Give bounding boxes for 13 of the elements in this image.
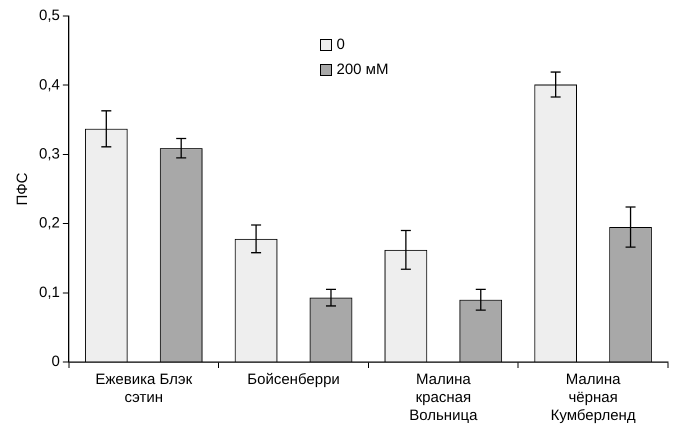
x-tick-label: Бойсенберри [247, 371, 340, 388]
legend-label: 200 мМ [336, 61, 388, 78]
y-axis-title: ПФС [14, 172, 32, 206]
x-tick-label: Малина красная Вольница [409, 371, 478, 424]
y-tick-label: 0,4 [38, 76, 60, 94]
legend-label: 0 [336, 36, 345, 53]
y-tick-label: 0,3 [38, 146, 60, 163]
y-tick-label: 0,2 [38, 214, 60, 232]
y-tick-label: 0,1 [38, 284, 60, 301]
y-tick-label: 0 [52, 353, 60, 370]
y-tick-label: 0,5 [38, 7, 60, 24]
x-tick-label: Малина чёрная Кумберленд [550, 371, 636, 424]
x-tick-label: Ежевика Блэк сэтин [95, 371, 193, 406]
